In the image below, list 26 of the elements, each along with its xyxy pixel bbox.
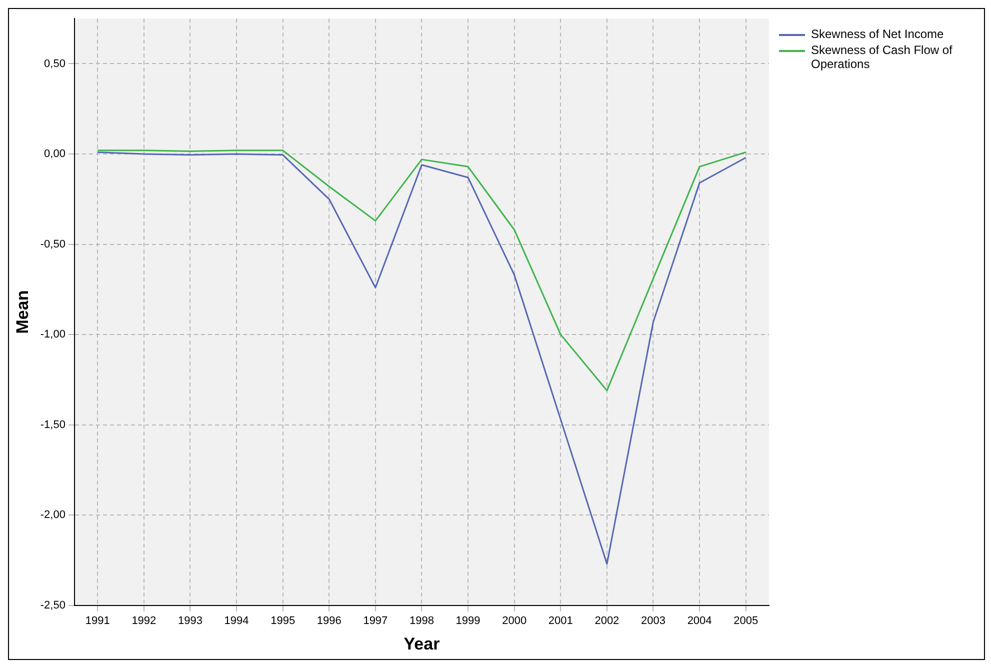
y-tick-label: -2,00 (40, 509, 66, 522)
x-axis-title: Year (404, 634, 440, 654)
y-tick-label: -2,50 (40, 599, 66, 612)
x-tick-label: 1996 (316, 615, 342, 628)
x-tick-label: 1997 (363, 615, 388, 628)
legend-label: Skewness of Cash Flow of Operations (811, 43, 954, 71)
y-tick-label: 0,00 (44, 148, 66, 160)
x-tick-label: 2005 (734, 615, 758, 628)
legend-label: Skewness of Net Income (811, 27, 945, 41)
x-tick-label: 1999 (456, 615, 480, 628)
x-tick-label: 1994 (224, 615, 249, 628)
x-tick-label: 1995 (270, 615, 296, 628)
x-tick-label: 1991 (85, 615, 110, 628)
x-tick-label: 1998 (409, 615, 434, 628)
y-tick-label: -1,00 (40, 328, 66, 341)
y-tick-label: -0,50 (40, 238, 66, 250)
x-tick-label: 2003 (641, 615, 666, 628)
y-tick-label: -1,50 (40, 418, 66, 431)
x-tick-label: 2001 (548, 615, 573, 628)
y-tick-label: 0,50 (44, 58, 66, 70)
x-tick-label: 2000 (502, 615, 527, 628)
x-tick-label: 1993 (178, 615, 202, 628)
x-tick-label: 1992 (132, 615, 156, 628)
x-tick-label: 2002 (594, 615, 620, 628)
x-tick-label: 2004 (687, 615, 712, 628)
y-axis-title: Mean (12, 290, 32, 334)
